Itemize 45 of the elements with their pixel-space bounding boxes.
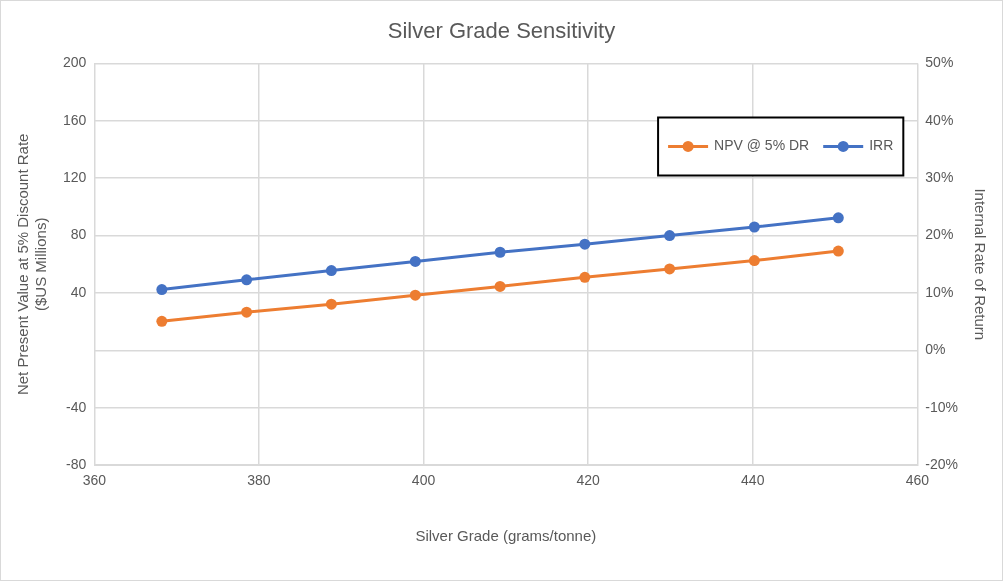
point [156, 284, 168, 296]
point [664, 230, 676, 242]
y-tick-label: -80 [66, 456, 87, 473]
point [832, 245, 844, 257]
point [494, 280, 506, 292]
y-tick-label: -40 [66, 398, 87, 415]
y2-tick-label: 40% [925, 111, 954, 128]
y2-tick-label: 20% [925, 226, 954, 243]
y-tick-label: 120 [63, 169, 87, 186]
y-tick-label: 80 [70, 226, 87, 243]
point [832, 212, 844, 224]
point [494, 246, 506, 258]
y2-tick-label: 10% [925, 283, 954, 300]
y2-axis-title: Internal Rate of Return [971, 188, 989, 341]
point [579, 238, 591, 250]
y2-tick-label: 0% [925, 341, 946, 358]
point [156, 315, 168, 327]
y2-tick-label: 30% [925, 169, 954, 186]
y2-tick-label: 50% [925, 54, 954, 71]
point [241, 274, 253, 286]
point [325, 298, 337, 310]
x-tick-label: 360 [82, 472, 107, 489]
y-tick-label: 40 [70, 283, 87, 300]
chart-title: Silver Grade Sensitivity [387, 18, 616, 44]
y2-tick-label: -20% [925, 456, 958, 473]
y-tick-label: 160 [63, 111, 87, 128]
legend-label: IRR [869, 137, 894, 154]
x-tick-label: 420 [576, 472, 601, 489]
legend-label: NPV @ 5% DR [714, 137, 810, 154]
point [409, 255, 421, 267]
y2-tick-label: -10% [925, 398, 958, 415]
point [748, 221, 760, 233]
x-tick-label: 400 [411, 472, 436, 489]
point [664, 263, 676, 275]
point [748, 255, 760, 267]
point [409, 289, 421, 301]
x-tick-label: 440 [741, 472, 765, 489]
y-tick-label: 200 [63, 54, 87, 71]
x-tick-label: 380 [247, 472, 271, 489]
x-tick-label: 460 [905, 472, 930, 489]
x-axis-title: Silver Grade (grams/tonne) [415, 527, 597, 545]
point [325, 265, 337, 277]
y-axis-title: Net Present Value at 5% Discount Rate ($US Millions) [14, 133, 50, 396]
point [579, 271, 591, 283]
point [241, 306, 253, 318]
